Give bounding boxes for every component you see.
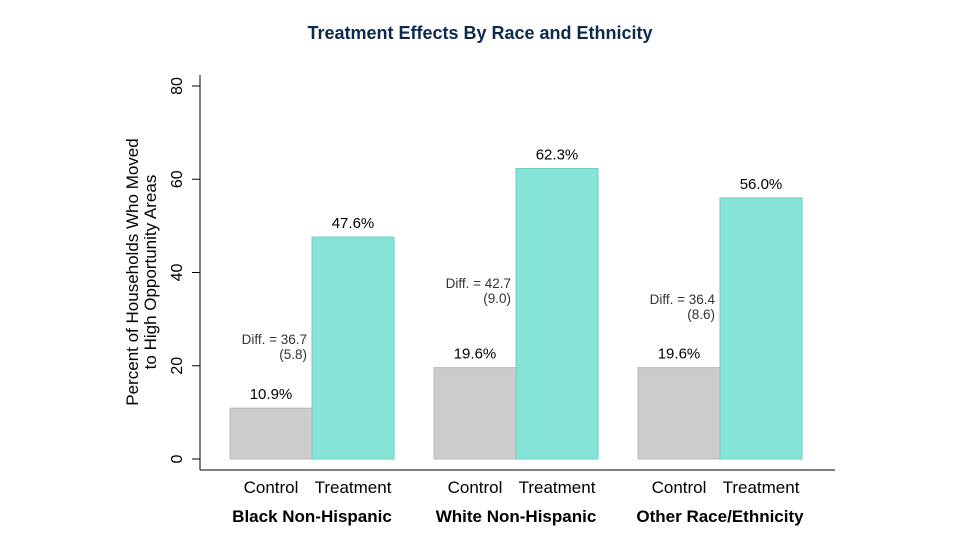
y-tick-label: 20 [169, 357, 186, 375]
y-tick-label: 60 [169, 170, 186, 188]
labels: 10.9% Control 47.6% Treatment Black Non-Hisp… [232, 147, 804, 526]
bar-control [433, 367, 517, 460]
category-label: Treatment [723, 478, 800, 497]
bar-control [229, 407, 313, 460]
diff-annotation: Diff. = 36.7 [242, 332, 307, 347]
diff-se-annotation: (5.8) [279, 347, 307, 362]
diff-annotation: Diff. = 36.4 [650, 292, 716, 307]
diff-se-annotation: (8.6) [687, 307, 715, 322]
category-label: Control [448, 478, 503, 497]
y-tick-label: 80 [169, 77, 186, 95]
category-label: Control [652, 478, 707, 497]
bar-treatment [719, 197, 803, 460]
bars [229, 168, 803, 460]
bar-value-label: 10.9% [250, 386, 293, 403]
bar-value-label: 47.6% [332, 215, 375, 232]
y-axis-label-line-2: to High Opportunity Areas [141, 175, 160, 370]
category-label: Control [244, 478, 299, 497]
bar-value-label: 19.6% [658, 346, 701, 363]
axes: 0 20 40 60 80 [169, 75, 835, 471]
category-label: Treatment [519, 478, 596, 497]
bar-treatment [311, 236, 395, 460]
chart-title: Treatment Effects By Race and Ethnicity [307, 23, 652, 43]
bar-treatment [515, 168, 599, 460]
y-tick-label: 0 [169, 454, 186, 463]
group-label: Other Race/Ethnicity [636, 507, 804, 526]
diff-annotation: Diff. = 42.7 [446, 276, 511, 291]
diff-se-annotation: (9.0) [483, 291, 511, 306]
y-tick-label: 40 [169, 264, 186, 282]
bar-value-label: 62.3% [536, 147, 579, 164]
bar-value-label: 56.0% [740, 176, 783, 193]
category-label: Treatment [315, 478, 392, 497]
group-label: Black Non-Hispanic [232, 507, 392, 526]
y-axis-label: Percent of Households Who Moved to High … [123, 138, 160, 405]
bar-control [637, 367, 721, 460]
y-axis-label-line-1: Percent of Households Who Moved [123, 138, 142, 405]
bar-value-label: 19.6% [454, 346, 497, 363]
group-label: White Non-Hispanic [436, 507, 597, 526]
